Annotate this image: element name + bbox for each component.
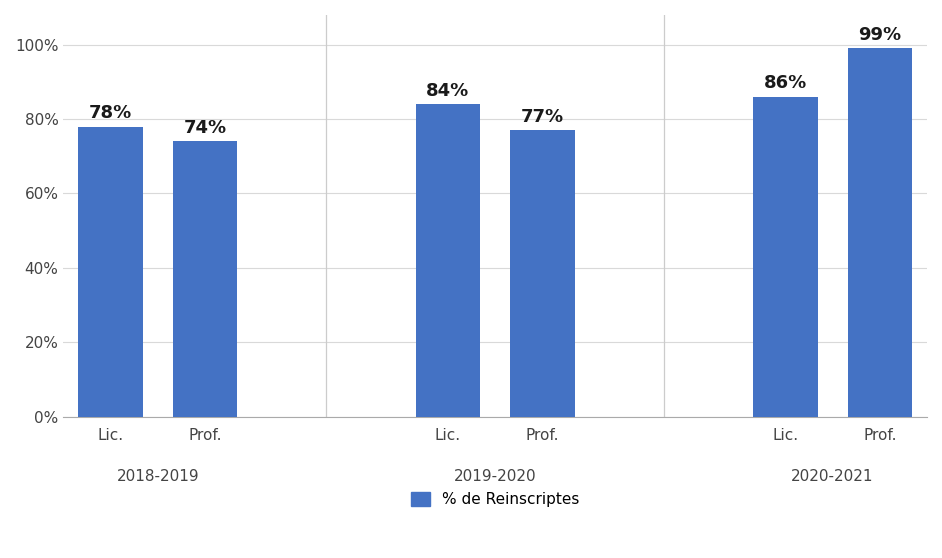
Text: 2020-2021: 2020-2021 [791, 469, 874, 484]
Legend: % de Reinscriptes: % de Reinscriptes [405, 486, 585, 513]
Text: 86%: 86% [764, 74, 807, 92]
Text: 84%: 84% [427, 82, 470, 100]
Bar [848, 49, 912, 417]
Text: 2019-2020: 2019-2020 [454, 469, 537, 484]
Bar [511, 130, 575, 417]
Text: 74%: 74% [184, 119, 226, 137]
Bar [754, 97, 818, 417]
Text: 77%: 77% [521, 108, 564, 126]
Bar [172, 141, 237, 417]
Bar [78, 127, 142, 417]
Text: 99%: 99% [858, 26, 901, 44]
Text: 2018-2019: 2018-2019 [117, 469, 199, 484]
Bar [415, 104, 480, 417]
Text: 78%: 78% [89, 104, 132, 122]
